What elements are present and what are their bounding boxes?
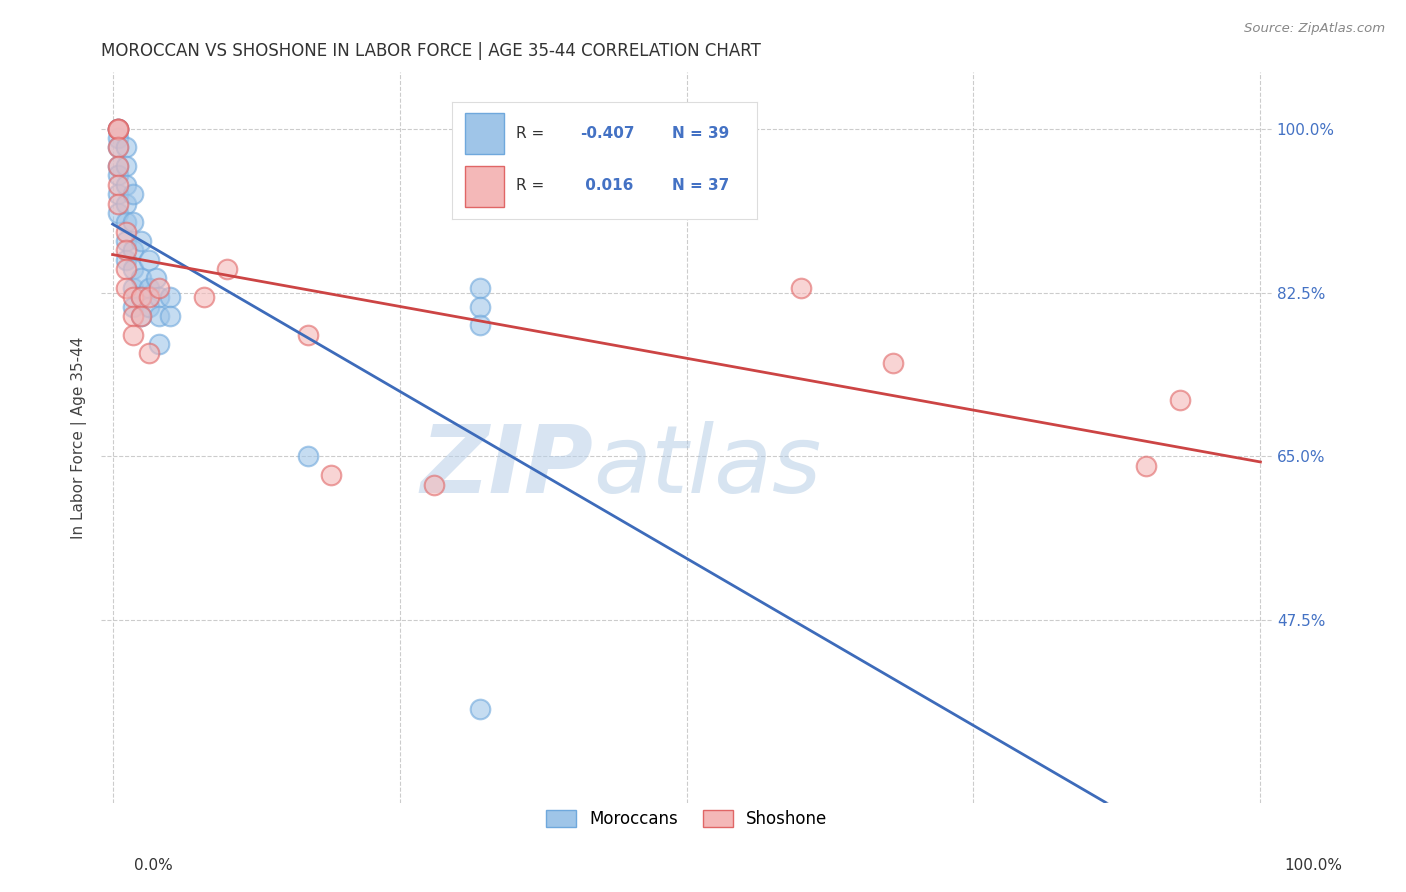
Point bbox=[138, 281, 160, 295]
Point bbox=[145, 271, 167, 285]
Point bbox=[115, 196, 138, 211]
Point bbox=[1135, 458, 1157, 473]
Point bbox=[107, 140, 129, 154]
Point bbox=[217, 262, 239, 277]
Point bbox=[148, 290, 170, 304]
Point bbox=[107, 121, 129, 136]
Point bbox=[107, 121, 129, 136]
Point bbox=[468, 318, 491, 333]
Point bbox=[107, 131, 129, 145]
Point bbox=[468, 702, 491, 716]
Point bbox=[115, 215, 138, 229]
Text: MOROCCAN VS SHOSHONE IN LABOR FORCE | AGE 35-44 CORRELATION CHART: MOROCCAN VS SHOSHONE IN LABOR FORCE | AG… bbox=[101, 42, 761, 60]
Text: 100.0%: 100.0% bbox=[1285, 858, 1343, 872]
Point bbox=[115, 244, 138, 258]
Point bbox=[107, 140, 129, 154]
Point bbox=[129, 234, 152, 248]
Point bbox=[882, 356, 904, 370]
Point bbox=[122, 215, 145, 229]
Point bbox=[122, 309, 145, 323]
Point bbox=[115, 281, 138, 295]
Point bbox=[297, 450, 319, 464]
Point bbox=[122, 281, 145, 295]
Point bbox=[790, 281, 813, 295]
Point bbox=[115, 178, 138, 192]
Point bbox=[423, 477, 446, 491]
Point bbox=[122, 262, 145, 277]
Point bbox=[107, 159, 129, 173]
Point bbox=[129, 309, 152, 323]
Point bbox=[468, 281, 491, 295]
Point bbox=[138, 290, 160, 304]
Point bbox=[138, 252, 160, 267]
Point bbox=[115, 262, 138, 277]
Point bbox=[297, 327, 319, 342]
Point bbox=[107, 178, 129, 192]
Point bbox=[193, 290, 215, 304]
Point bbox=[115, 140, 138, 154]
Point bbox=[107, 121, 129, 136]
Point bbox=[129, 309, 152, 323]
Point bbox=[107, 206, 129, 220]
Point bbox=[115, 234, 138, 248]
Text: Source: ZipAtlas.com: Source: ZipAtlas.com bbox=[1244, 22, 1385, 36]
Point bbox=[1168, 393, 1191, 408]
Text: 0.0%: 0.0% bbox=[134, 858, 173, 872]
Point bbox=[129, 290, 152, 304]
Point bbox=[148, 309, 170, 323]
Point bbox=[115, 252, 138, 267]
Point bbox=[468, 300, 491, 314]
Text: atlas: atlas bbox=[593, 421, 821, 512]
Point bbox=[107, 169, 129, 183]
Legend: Moroccans, Shoshone: Moroccans, Shoshone bbox=[538, 804, 834, 835]
Point bbox=[138, 346, 160, 360]
Point bbox=[122, 290, 145, 304]
Point bbox=[122, 187, 145, 202]
Point bbox=[148, 337, 170, 351]
Y-axis label: In Labor Force | Age 35-44: In Labor Force | Age 35-44 bbox=[72, 336, 87, 539]
Point bbox=[115, 225, 138, 239]
Point bbox=[107, 121, 129, 136]
Point bbox=[115, 159, 138, 173]
Point bbox=[122, 244, 145, 258]
Point bbox=[107, 121, 129, 136]
Point bbox=[159, 290, 181, 304]
Text: ZIP: ZIP bbox=[420, 421, 593, 513]
Point bbox=[138, 300, 160, 314]
Point bbox=[129, 290, 152, 304]
Point bbox=[107, 159, 129, 173]
Point bbox=[122, 300, 145, 314]
Point bbox=[148, 281, 170, 295]
Point bbox=[107, 187, 129, 202]
Point bbox=[129, 271, 152, 285]
Point bbox=[319, 468, 342, 483]
Point bbox=[107, 196, 129, 211]
Point bbox=[159, 309, 181, 323]
Point bbox=[122, 327, 145, 342]
